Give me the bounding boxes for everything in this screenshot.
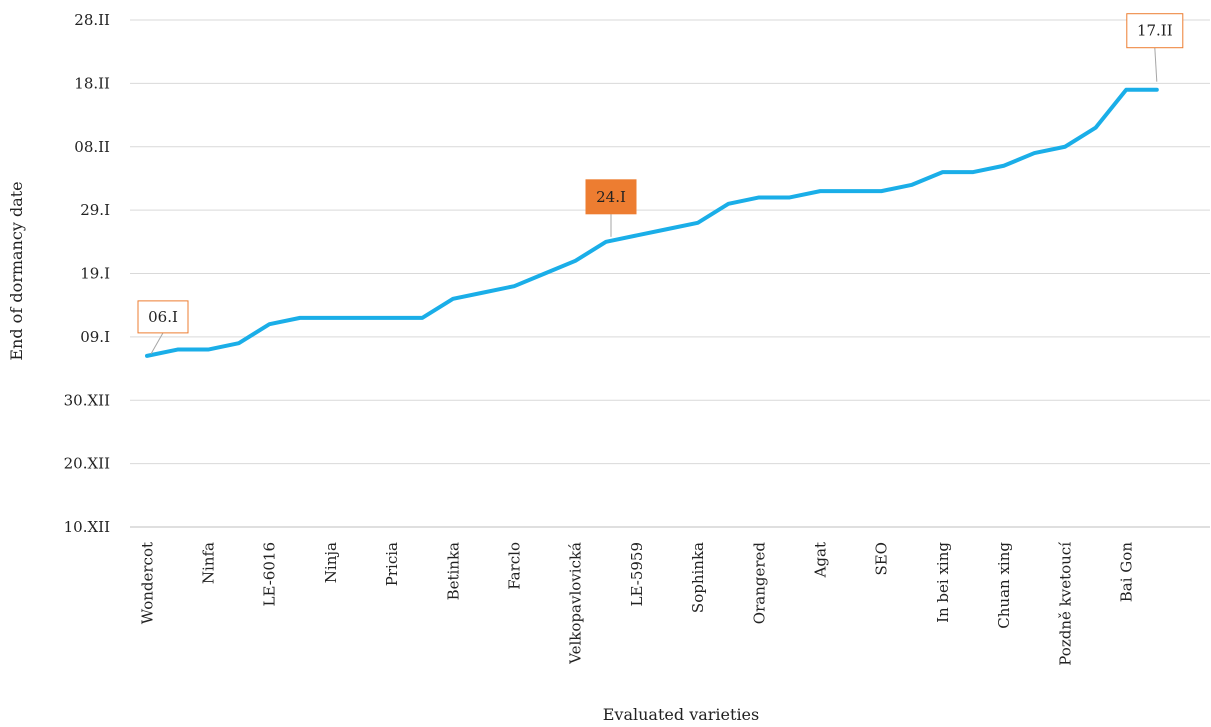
- x-tick-label: Sophinka: [689, 542, 707, 613]
- x-tick-label: Pricia: [383, 542, 401, 586]
- annotation: 06.I: [137, 300, 189, 355]
- annotation: 17.II: [1126, 13, 1184, 82]
- x-tick-label: Wondercot: [138, 542, 156, 624]
- x-axis-tick-labels: Wondercot Ninfa LE-6016 Ninja Pricia Betinka F…: [138, 542, 1135, 666]
- x-tick-label: Pozdně kvetoucí: [1056, 542, 1074, 666]
- x-axis-title: Evaluated varieties: [603, 705, 759, 724]
- data-annotations: 06.I 24.I 17.II: [137, 13, 1184, 355]
- annotation-label: 06.I: [148, 308, 178, 326]
- x-tick-label: Ninfa: [199, 542, 217, 584]
- x-tick-label: Velkopavlovická: [567, 542, 585, 665]
- x-tick-label: Bai Gon: [1117, 542, 1135, 603]
- x-tick-label: Ninja: [322, 542, 340, 583]
- annotation: 24.I: [585, 179, 637, 237]
- annotation-label: 24.I: [596, 188, 626, 206]
- annotation-leader: [150, 332, 164, 355]
- x-tick-label: SEO: [873, 542, 891, 576]
- y-tick-label: 10.XII: [64, 518, 110, 536]
- x-tick-label: LE-5959: [628, 542, 646, 606]
- y-axis-tick-labels: 10.XII 20.XII 30.XII 09.I 19.I 29.I 08.II 18.II…: [64, 11, 110, 536]
- x-tick-label: LE-6016: [261, 542, 279, 606]
- x-tick-label: Orangered: [750, 542, 768, 625]
- x-tick-label: Betinka: [444, 542, 462, 600]
- y-axis-title: End of dormancy date: [7, 181, 26, 360]
- x-tick-label: Farclo: [505, 542, 523, 590]
- annotation-box: [585, 179, 637, 215]
- annotation-leader: [1154, 47, 1158, 82]
- y-tick-label: 18.II: [74, 74, 110, 92]
- annotation-box: [137, 300, 189, 334]
- series-line: [145, 87, 1159, 358]
- x-tick-label: In bei xing: [934, 542, 952, 623]
- x-tick-label: Chuan xing: [995, 542, 1013, 629]
- annotation-box: [1126, 13, 1184, 49]
- y-tick-label: 20.XII: [64, 455, 110, 473]
- y-tick-label: 29.I: [80, 201, 110, 219]
- y-tick-label: 09.I: [80, 328, 110, 346]
- gridlines: [130, 19, 1210, 465]
- y-tick-label: 30.XII: [64, 391, 110, 409]
- x-tick-label: Agat: [811, 542, 829, 578]
- y-tick-label: 28.II: [74, 11, 110, 29]
- y-tick-label: 19.I: [80, 265, 110, 283]
- annotation-label: 17.II: [1137, 22, 1173, 40]
- y-tick-label: 08.II: [74, 138, 110, 156]
